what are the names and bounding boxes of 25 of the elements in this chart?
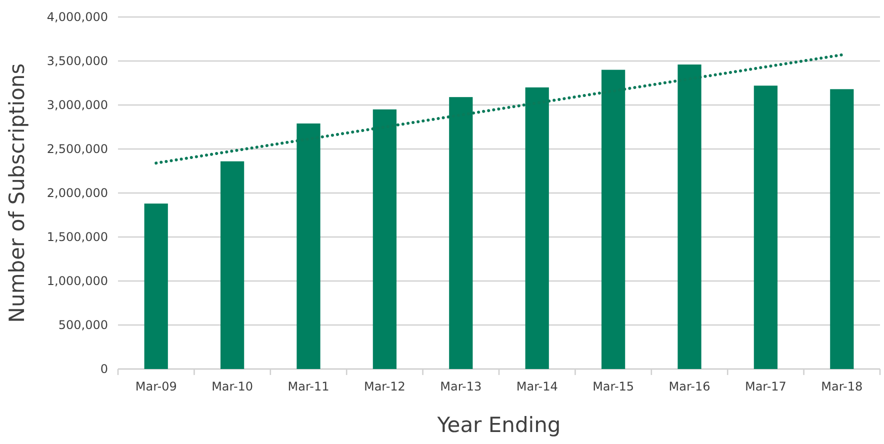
- y-tick-label: 1,500,000: [46, 230, 108, 244]
- x-tick-label: Mar-16: [668, 380, 710, 394]
- y-tick-label: 3,000,000: [46, 98, 108, 112]
- y-tick-label: 4,000,000: [46, 10, 108, 24]
- y-tick-label: 2,500,000: [46, 142, 108, 156]
- x-tick-label: Mar-11: [288, 380, 330, 394]
- x-tick-label: Mar-09: [135, 380, 177, 394]
- x-tick-label: Mar-18: [821, 380, 863, 394]
- x-tick-label: Mar-17: [744, 380, 786, 394]
- bar: [220, 161, 244, 369]
- bar: [144, 204, 168, 369]
- x-tick-label: Mar-14: [516, 380, 558, 394]
- x-axis-title: Year Ending: [436, 413, 561, 437]
- bar: [830, 89, 854, 369]
- x-tick-label: Mar-12: [364, 380, 406, 394]
- bar: [754, 86, 778, 369]
- y-tick-label: 0: [100, 362, 108, 376]
- y-tick-label: 1,000,000: [46, 274, 108, 288]
- x-tick-label: Mar-15: [592, 380, 634, 394]
- y-tick-label: 2,000,000: [46, 186, 108, 200]
- y-axis-title: Number of Subscriptions: [5, 63, 29, 323]
- y-tick-label: 500,000: [58, 318, 108, 332]
- x-tick-label: Mar-10: [212, 380, 254, 394]
- x-tick-label: Mar-13: [440, 380, 482, 394]
- y-tick-label: 3,500,000: [46, 54, 108, 68]
